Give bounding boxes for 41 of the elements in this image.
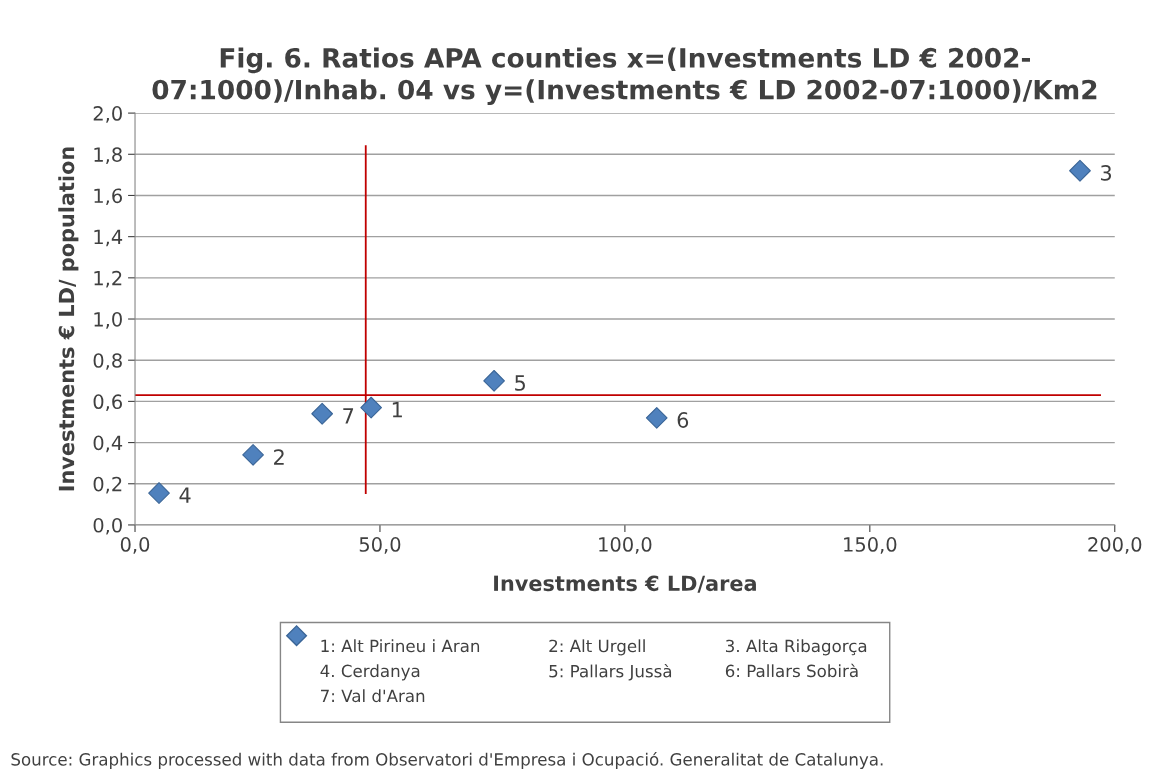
y-tick-label: 1,8 — [94, 147, 122, 164]
x-tick-label: 150,0 — [844, 537, 897, 554]
point — [645, 407, 668, 429]
x-tick-label: 50,0 — [359, 537, 401, 554]
point — [242, 444, 264, 466]
source-note: Source: Graphics processed with data from Observatori d'Empresa i Ocupació. Generalitat de Catalunya. — [11, 752, 883, 769]
y-tick-label: 0,4 — [93, 435, 123, 453]
y-tick-label: 0,6 — [93, 394, 122, 412]
x-axis-title: Investments € LD/area — [494, 575, 756, 593]
y-axis-title: Investments € LD/ population — [58, 147, 79, 491]
y-tick-label: 1,2 — [94, 270, 122, 288]
y-tick-label: 1,4 — [94, 229, 123, 247]
y-tick-label: 0,0 — [93, 517, 122, 535]
text: 3. Alta Ribagorça — [725, 639, 867, 656]
text: 7: Val d'Aran — [321, 689, 425, 703]
text: 1: Alt Pirineu i Aran — [321, 639, 480, 653]
annotation: 2 — [274, 449, 284, 465]
y-tick-label: 0,2 — [93, 476, 122, 494]
annotation: 6 — [677, 412, 689, 428]
y-tick-label: 0,8 — [93, 353, 122, 370]
y-tick-label: 1,6 — [94, 188, 122, 206]
text: 5: Pallars Jussà — [549, 663, 672, 681]
x-tick-label: 100,0 — [599, 537, 652, 554]
text: 4. Cerdanya — [320, 664, 420, 681]
annotation: 4 — [179, 487, 191, 503]
x-tick-label: 0,0 — [120, 537, 150, 554]
annotation: 7 — [343, 408, 354, 424]
text: 6: Pallars Sobirà — [725, 663, 858, 678]
y-tick-label: 2,0 — [93, 106, 122, 123]
point — [360, 396, 382, 419]
chart-title: Fig. 6. Ratios APA counties x=(Investments LD € 2002- 07:1000)/Inhab. 04 vs y=(Investments € LD 2002-07:1000)/Km2 — [152, 47, 1097, 105]
y-tick-label: 1,0 — [94, 311, 122, 329]
point — [1069, 159, 1091, 182]
point — [311, 402, 334, 425]
text: 2: Alt Urgell — [549, 639, 645, 656]
x-tick-label: 200,0 — [1088, 537, 1142, 554]
point — [148, 482, 170, 504]
point — [483, 369, 505, 392]
annotation: 1 — [392, 402, 402, 418]
annotation: 3 — [1101, 165, 1112, 181]
annotation: 5 — [515, 375, 525, 391]
